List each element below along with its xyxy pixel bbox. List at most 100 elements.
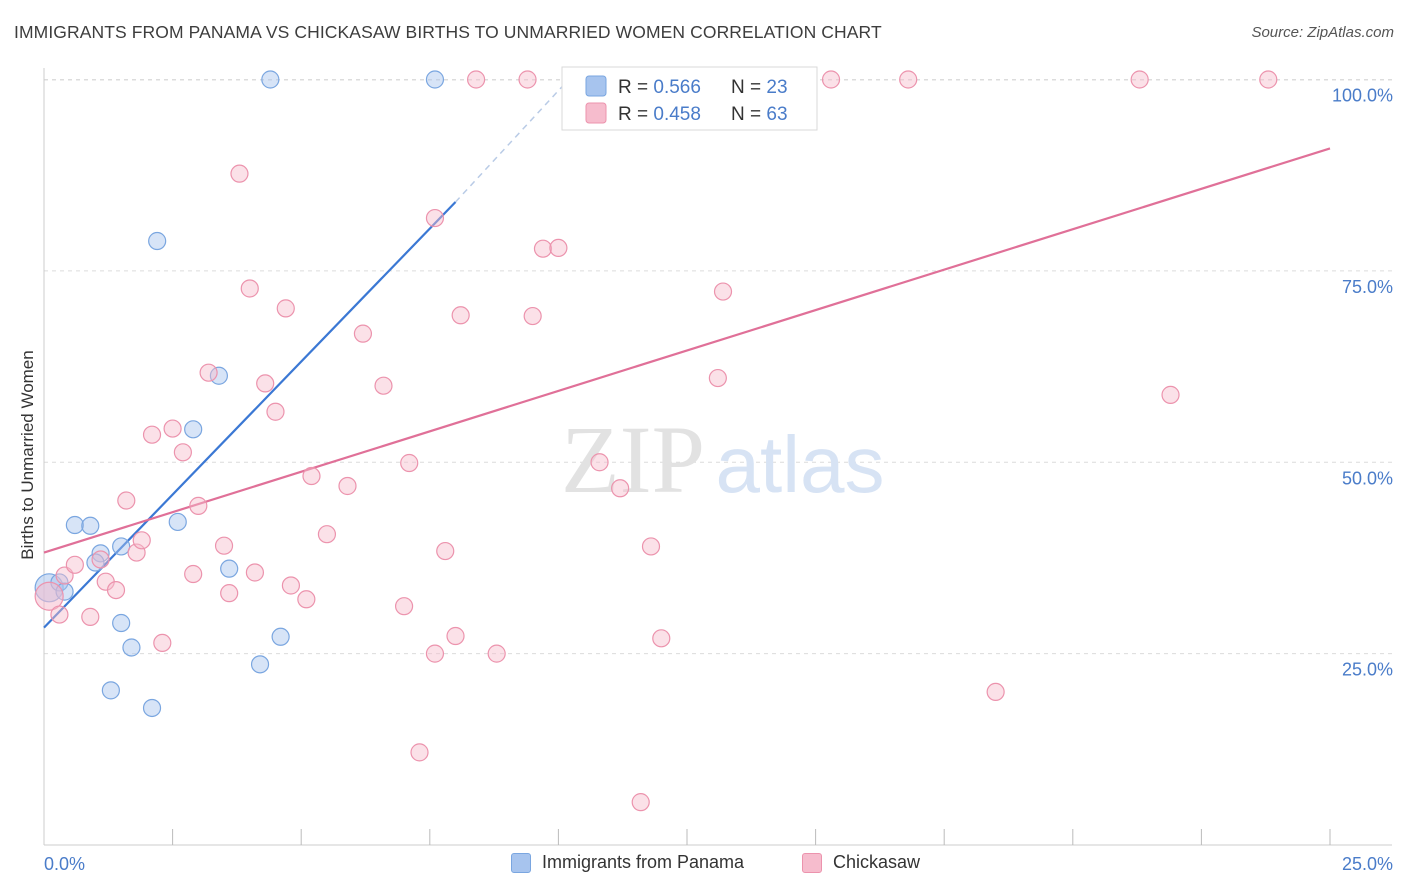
- data-point-chickasaw: [214, 536, 234, 555]
- data-point-chickasaw: [425, 644, 445, 663]
- data-point-panama: [142, 698, 162, 718]
- data-point-chickasaw: [466, 70, 486, 89]
- data-point-chickasaw: [220, 584, 239, 603]
- data-point-chickasaw: [821, 70, 841, 89]
- legend-stats-panama: R = 0.566 N = 23: [618, 77, 788, 98]
- data-point-chickasaw: [106, 580, 126, 600]
- data-point-panama: [148, 231, 167, 251]
- data-point-chickasaw: [590, 453, 609, 472]
- legend-bottom: Immigrants from Panama Chickasaw: [0, 852, 1406, 878]
- data-point-chickasaw: [91, 550, 110, 569]
- legend-label-panama: Immigrants from Panama: [542, 852, 745, 872]
- data-point-chickasaw: [153, 633, 172, 653]
- legend-stats-swatch-pink: [585, 102, 607, 124]
- data-point-chickasaw: [338, 476, 357, 496]
- tick-labels: 25.0% 50.0% 75.0% 100.0% 0.0% 25.0%: [44, 86, 1393, 875]
- data-point-chickasaw: [230, 164, 249, 183]
- data-point-chickasaw: [163, 419, 182, 438]
- data-point-chickasaw: [1161, 385, 1180, 404]
- y-tick-label: 50.0%: [1342, 468, 1393, 488]
- data-point-panama: [112, 537, 131, 556]
- data-point-chickasaw: [240, 279, 259, 298]
- data-point-panama: [425, 70, 445, 89]
- data-point-chickasaw: [317, 525, 337, 544]
- data-point-chickasaw: [276, 299, 295, 318]
- grid: [44, 79, 1392, 655]
- data-point-chickasaw: [184, 564, 203, 584]
- data-point-chickasaw: [117, 491, 136, 510]
- data-point-panama: [261, 70, 280, 89]
- data-point-chickasaw: [353, 324, 373, 343]
- data-point-chickasaw: [245, 563, 265, 582]
- data-point-chickasaw: [189, 496, 208, 515]
- data-point-chickasaw: [302, 466, 321, 486]
- legend-item-panama: Immigrants from Panama: [511, 852, 744, 873]
- data-point-chickasaw: [487, 644, 506, 663]
- axes: [43, 68, 1392, 846]
- trend-line-panama: [43, 201, 457, 629]
- watermark-atlas: atlas: [716, 420, 885, 509]
- legend-label-chickasaw: Chickasaw: [833, 852, 921, 872]
- trend-line-chickasaw: [43, 147, 1331, 554]
- data-point-chickasaw: [652, 629, 671, 648]
- data-point-chickasaw: [34, 581, 64, 611]
- data-point-panama: [168, 512, 187, 532]
- data-point-chickasaw: [132, 531, 151, 550]
- data-point-panama: [91, 544, 110, 563]
- data-point-panama: [86, 553, 105, 572]
- data-point-chickasaw: [1130, 70, 1149, 89]
- data-point-chickasaw: [1259, 70, 1278, 89]
- trend-line-panama-extension: [454, 78, 570, 203]
- data-point-chickasaw: [81, 607, 100, 626]
- data-point-chickasaw: [451, 306, 470, 325]
- data-point-chickasaw: [173, 443, 192, 462]
- data-point-panama: [65, 515, 84, 535]
- data-point-chickasaw: [142, 425, 162, 444]
- data-point-panama: [184, 420, 203, 439]
- data-point-chickasaw: [631, 793, 650, 812]
- data-point-chickasaw: [256, 374, 275, 393]
- watermark-zip: ZIP: [561, 406, 705, 513]
- data-point-panama: [81, 516, 100, 535]
- x-tick-label: 0.0%: [44, 854, 85, 874]
- data-point-panama: [220, 559, 239, 578]
- data-point-panama: [271, 627, 290, 646]
- data-point-chickasaw: [374, 376, 393, 395]
- data-point-panama: [209, 366, 228, 385]
- y-tick-label: 100.0%: [1332, 86, 1393, 106]
- data-point-chickasaw: [281, 576, 301, 595]
- data-point-panama: [112, 613, 131, 633]
- data-point-chickasaw: [394, 597, 414, 616]
- data-point-chickasaw: [297, 590, 316, 609]
- data-point-panama: [122, 638, 141, 657]
- data-point-chickasaw: [713, 282, 733, 301]
- data-point-chickasaw: [518, 70, 537, 89]
- trend-lines: [43, 78, 1331, 629]
- legend-stats-swatch-blue: [585, 75, 607, 97]
- data-point-chickasaw: [641, 537, 661, 556]
- legend-swatch-blue: [511, 852, 531, 873]
- data-point-chickasaw: [708, 368, 727, 388]
- data-point-chickasaw: [523, 306, 542, 326]
- data-point-chickasaw: [533, 239, 553, 258]
- source-label: Source: ZipAtlas.com: [1251, 24, 1394, 41]
- data-point-chickasaw: [65, 555, 84, 574]
- y-tick-label: 25.0%: [1342, 660, 1393, 680]
- legend-stats-chickasaw: R = 0.458 N = 63: [618, 104, 788, 125]
- data-point-panama: [250, 655, 270, 674]
- data-point-chickasaw: [199, 363, 218, 382]
- legend-item-chickasaw: Chickasaw: [802, 852, 920, 873]
- data-point-chickasaw: [986, 682, 1005, 702]
- data-point-chickasaw: [446, 626, 465, 646]
- data-point-chickasaw: [899, 70, 918, 89]
- chart-title: IMMIGRANTS FROM PANAMA VS CHICKASAW BIRT…: [14, 22, 882, 42]
- data-point-chickasaw: [436, 541, 455, 561]
- legend-stats: R = 0.566 N = 23 R = 0.458 N = 63: [561, 66, 818, 131]
- data-point-chickasaw: [549, 238, 568, 258]
- data-point-panama: [101, 681, 120, 700]
- data-point-chickasaw: [266, 402, 285, 421]
- y-tick-label: 75.0%: [1342, 277, 1393, 297]
- data-point-chickasaw: [400, 453, 419, 473]
- data-point-chickasaw: [410, 743, 429, 762]
